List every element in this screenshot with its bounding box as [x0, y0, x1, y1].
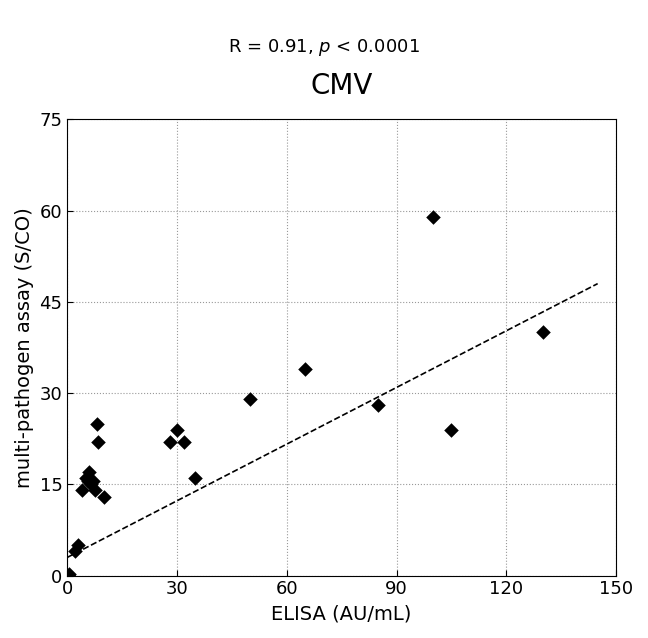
Point — [300, 364, 310, 374]
Point — [91, 419, 102, 429]
Point — [446, 424, 457, 434]
X-axis label: ELISA (AU/mL): ELISA (AU/mL) — [272, 604, 412, 623]
Y-axis label: multi-pathogen assay (S/CO): multi-pathogen assay (S/CO) — [15, 207, 34, 488]
Point — [82, 476, 93, 486]
Point — [428, 212, 438, 222]
Point — [80, 473, 91, 484]
Point — [93, 436, 104, 447]
Title: CMV: CMV — [310, 73, 373, 100]
Point — [538, 327, 548, 338]
Point — [69, 546, 80, 556]
Point — [64, 568, 75, 579]
Point — [64, 570, 74, 581]
Text: R = 0.91, $p$ < 0.0001: R = 0.91, $p$ < 0.0001 — [228, 38, 420, 58]
Point — [73, 540, 84, 551]
Point — [89, 486, 100, 496]
Point — [245, 394, 255, 404]
Point — [172, 424, 182, 434]
Point — [88, 476, 98, 486]
Point — [86, 479, 97, 489]
Point — [165, 436, 175, 447]
Point — [179, 436, 190, 447]
Point — [98, 491, 109, 501]
Point — [191, 473, 201, 484]
Point — [77, 486, 87, 496]
Point — [84, 467, 95, 477]
Point — [373, 400, 384, 410]
